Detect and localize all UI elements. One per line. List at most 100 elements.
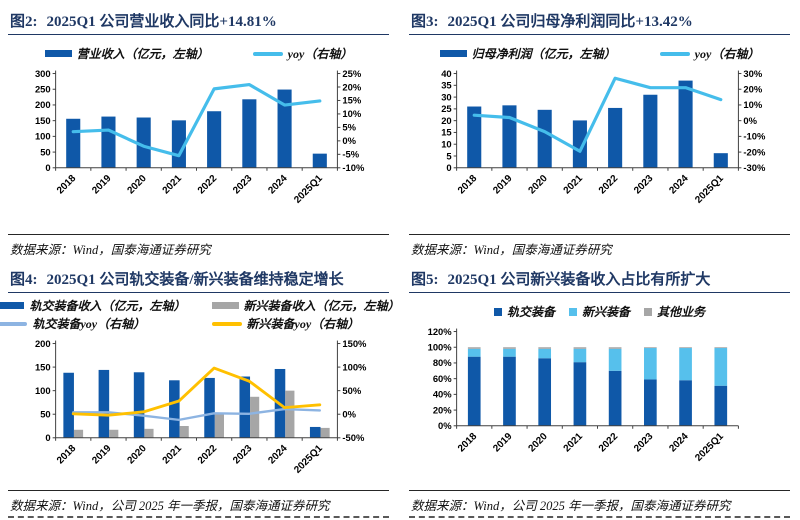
svg-text:2021: 2021 [161,173,185,197]
figure-title: 图3: 2025Q1 公司归母净利润同比+13.42% [409,10,790,35]
svg-text:2023: 2023 [231,173,255,197]
svg-text:50: 50 [40,146,50,157]
data-source: 数据来源：Wind，国泰海通证券研究 [8,234,389,260]
svg-text:2025Q1: 2025Q1 [292,443,325,476]
svg-text:20%: 20% [342,81,361,92]
svg-text:2018: 2018 [55,173,79,197]
legend-swatch-square-icon [568,307,577,316]
legend-item: yoy（右轴） [659,45,760,62]
chart-legend: 营业收入（亿元，左轴） yoy（右轴） [8,45,389,62]
legend-item: 新兴装备yoy（右轴） [211,315,400,332]
legend-swatch-line-icon [211,321,242,326]
svg-text:-50%: -50% [342,432,365,443]
legend-swatch-bar-icon [0,302,25,309]
legend-label: 新兴装备 [581,305,630,319]
svg-text:10: 10 [441,138,451,149]
figure-title-text: 2025Q1 公司归母净利润同比+13.42% [447,14,693,30]
legend-swatch-line-icon [659,51,690,56]
svg-text:2021: 2021 [161,443,185,467]
svg-text:40: 40 [441,68,451,79]
svg-text:100%: 100% [342,361,367,372]
chart-legend: 轨交装备收入（亿元，左轴） 新兴装备收入（亿元，左轴） 轨交装备yoy（右轴） 新兴装… [0,297,400,332]
legend-item: 轨交装备yoy（右轴） [0,315,186,332]
svg-text:2024: 2024 [667,431,691,455]
figure-block-revenue-mix: 图5: 2025Q1 公司新兴装备收入占比有所扩大 轨交装备 新兴装备 其他业务 0… [409,268,790,518]
svg-text:2021: 2021 [562,431,586,455]
figure-block-revenue: 图2: 2025Q1 公司营业收入同比+14.81% 营业收入（亿元，左轴） yo… [8,10,389,260]
svg-text:2018: 2018 [55,443,79,467]
legend-swatch-bar-icon [211,302,239,309]
legend-swatch-bar-icon [439,50,467,57]
legend-label: 轨交装备 [506,305,555,319]
svg-text:2022: 2022 [597,173,621,197]
svg-text:2022: 2022 [597,431,621,455]
legend-label: 其他业务 [657,305,706,319]
data-source: 数据来源：Wind，国泰海通证券研究 [409,234,790,260]
svg-text:2022: 2022 [196,173,220,197]
figure-block-segment-revenue: 图4: 2025Q1 公司轨交装备/新兴装备维持稳定增长 轨交装备收入（亿元，左… [0,268,400,518]
svg-text:60%: 60% [433,373,452,384]
data-source: 数据来源：Wind，公司 2025 年一季报，国泰海通证券研究 [8,490,389,516]
svg-text:2018: 2018 [456,173,480,197]
legend-swatch-bar-icon [44,50,72,57]
svg-text:2023: 2023 [231,443,255,467]
svg-text:-20%: -20% [743,146,766,157]
figure-number: 图3: [411,14,439,30]
svg-text:2019: 2019 [491,431,515,455]
legend-item: 其他业务 [644,303,705,320]
svg-text:250: 250 [35,84,51,95]
svg-text:2024: 2024 [266,173,290,197]
figure-title: 图4: 2025Q1 公司轨交装备/新兴装备维持稳定增长 [8,268,389,293]
svg-text:200: 200 [35,99,51,110]
legend-label: 营业收入（亿元，左轴） [76,47,209,61]
figure-block-net-profit: 图3: 2025Q1 公司归母净利润同比+13.42% 归母净利润（亿元，左轴）… [409,10,790,260]
svg-text:2020: 2020 [526,173,550,197]
svg-text:0%: 0% [743,115,757,126]
svg-text:-30%: -30% [743,162,766,173]
legend-label: 轨交装备yoy（右轴） [32,317,146,331]
svg-text:2020: 2020 [526,431,550,455]
svg-text:150: 150 [35,115,51,126]
svg-text:-5%: -5% [342,149,359,160]
svg-text:2021: 2021 [562,173,586,197]
svg-text:5%: 5% [342,122,356,133]
svg-text:50%: 50% [342,385,361,396]
figure-number: 图2: [10,14,38,30]
figure-title-text: 2025Q1 公司营业收入同比+14.81% [46,14,277,30]
svg-text:100%: 100% [428,342,453,353]
svg-text:2019: 2019 [90,443,114,467]
chart-legend: 轨交装备 新兴装备 其他业务 [409,303,790,320]
segment-revenue-chart: 0 50 100 150 200 -50% 0% 50% 100% 150% 2018 2019 202… [35,338,367,476]
legend-item: yoy（右轴） [252,45,353,62]
svg-text:20%: 20% [743,84,762,95]
svg-text:0%: 0% [438,420,452,431]
svg-text:0%: 0% [342,408,356,419]
svg-text:80%: 80% [433,357,452,368]
svg-text:15%: 15% [342,95,361,106]
legend-label: 轨交装备收入（亿元，左轴） [29,299,186,313]
figure-title-text: 2025Q1 公司轨交装备/新兴装备维持稳定增长 [46,272,344,288]
svg-text:30%: 30% [743,68,762,79]
svg-text:2020: 2020 [125,443,149,467]
svg-text:100: 100 [35,131,51,142]
svg-text:2020: 2020 [125,173,149,197]
svg-text:300: 300 [35,68,51,79]
svg-text:2025Q1: 2025Q1 [292,173,325,206]
svg-text:2023: 2023 [632,431,656,455]
svg-text:100: 100 [35,385,51,396]
legend-label: 新兴装备yoy（右轴） [246,317,360,331]
chart-legend: 归母净利润（亿元，左轴） yoy（右轴） [409,45,790,62]
revenue-mix-chart: 0% 20% 40% 60% 80% 100% 120% 2018 2019 2020 2021 20… [428,326,739,464]
svg-text:150: 150 [35,361,51,372]
revenue-yoy-chart: 0 50 100 150 200 250 300 -10% -5% 0% 5% 10% 15% 20% 25… [35,68,365,206]
svg-text:120%: 120% [428,326,453,337]
legend-swatch-line-icon [252,51,283,56]
svg-text:0: 0 [45,162,50,173]
svg-text:2019: 2019 [491,173,515,197]
svg-text:10%: 10% [342,108,361,119]
legend-label: yoy（右轴） [694,47,760,61]
svg-text:2019: 2019 [90,173,114,197]
svg-text:35: 35 [441,80,451,91]
legend-label: yoy（右轴） [287,47,353,61]
svg-text:50: 50 [40,408,50,419]
